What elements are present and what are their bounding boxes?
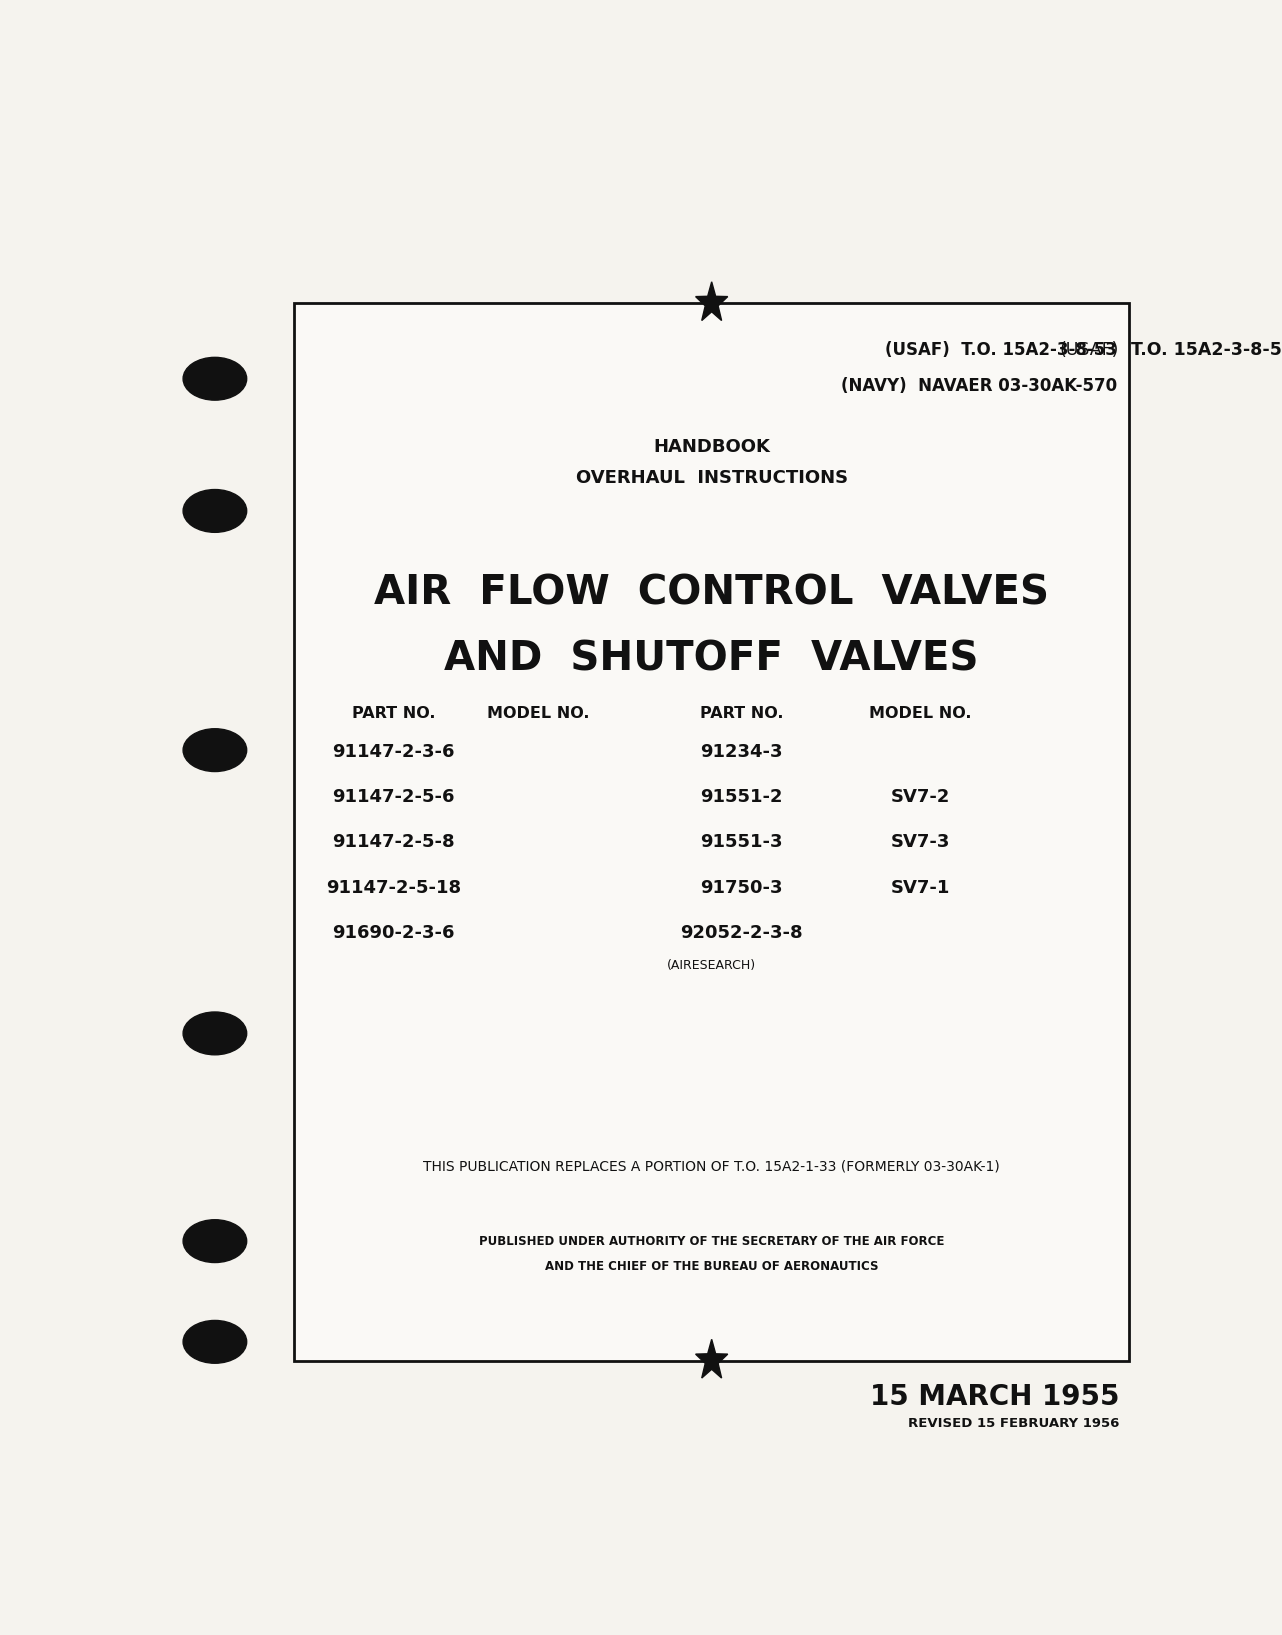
Text: AIR  FLOW  CONTROL  VALVES: AIR FLOW CONTROL VALVES (374, 574, 1049, 613)
Text: (AIRESEARCH): (AIRESEARCH) (667, 960, 756, 973)
Text: MODEL NO.: MODEL NO. (487, 706, 588, 721)
Ellipse shape (183, 1012, 246, 1055)
Polygon shape (696, 281, 728, 320)
Text: (USAF)  T.O. 15A2-3-8-53: (USAF) T.O. 15A2-3-8-53 (885, 342, 1117, 360)
Text: HANDBOOK: HANDBOOK (654, 438, 770, 456)
Ellipse shape (183, 489, 246, 533)
Text: OVERHAUL  INSTRUCTIONS: OVERHAUL INSTRUCTIONS (576, 469, 847, 487)
Text: T.O. 15A2-3-8-53: T.O. 15A2-3-8-53 (1119, 342, 1282, 360)
Text: 91147-2-5-6: 91147-2-5-6 (332, 788, 455, 806)
Text: 92052-2-3-8: 92052-2-3-8 (681, 924, 803, 942)
Text: SV7-1: SV7-1 (891, 878, 950, 896)
Text: MODEL NO.: MODEL NO. (869, 706, 972, 721)
Text: PUBLISHED UNDER AUTHORITY OF THE SECRETARY OF THE AIR FORCE: PUBLISHED UNDER AUTHORITY OF THE SECRETA… (479, 1234, 945, 1248)
Text: AND  SHUTOFF  VALVES: AND SHUTOFF VALVES (445, 639, 979, 680)
Ellipse shape (183, 729, 246, 772)
Text: 91690-2-3-6: 91690-2-3-6 (332, 924, 455, 942)
Text: PART NO.: PART NO. (353, 706, 436, 721)
Ellipse shape (183, 1321, 246, 1364)
Text: 91750-3: 91750-3 (700, 878, 783, 896)
Text: 15 MARCH 1955: 15 MARCH 1955 (869, 1383, 1119, 1411)
Text: 91551-3: 91551-3 (700, 834, 783, 852)
Text: SV7-3: SV7-3 (891, 834, 950, 852)
Text: 91551-2: 91551-2 (700, 788, 783, 806)
Ellipse shape (183, 358, 246, 401)
Text: REVISED 15 FEBRUARY 1956: REVISED 15 FEBRUARY 1956 (908, 1418, 1119, 1431)
Polygon shape (696, 1339, 728, 1378)
Text: THIS PUBLICATION REPLACES A PORTION OF T.O. 15A2-1-33 (FORMERLY 03-30AK-1): THIS PUBLICATION REPLACES A PORTION OF T… (423, 1159, 1000, 1174)
Ellipse shape (183, 1220, 246, 1262)
Text: 91234-3: 91234-3 (700, 742, 783, 760)
Text: 91147-2-5-8: 91147-2-5-8 (332, 834, 455, 852)
Bar (295, 302, 1129, 1360)
Text: AND THE CHIEF OF THE BUREAU OF AERONAUTICS: AND THE CHIEF OF THE BUREAU OF AERONAUTI… (545, 1261, 878, 1274)
Text: PART NO.: PART NO. (700, 706, 783, 721)
Bar (295, 302, 1129, 1360)
Text: (NAVY)  NAVAER 03-30AK-570: (NAVY) NAVAER 03-30AK-570 (841, 378, 1117, 396)
Text: (USAF): (USAF) (1060, 342, 1119, 360)
Text: SV7-2: SV7-2 (891, 788, 950, 806)
Text: 91147-2-3-6: 91147-2-3-6 (332, 742, 455, 760)
Text: 91147-2-5-18: 91147-2-5-18 (326, 878, 462, 896)
